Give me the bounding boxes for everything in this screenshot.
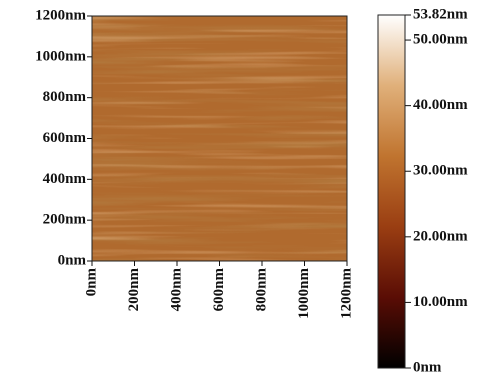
image-texture (92, 16, 347, 261)
x-tick-label: 0nm (83, 268, 99, 297)
x-tick-label: 400nm (168, 268, 184, 312)
y-tick-label: 200nm (43, 212, 87, 228)
x-tick-label: 200nm (126, 268, 142, 312)
colorbar-tick-label: 0nm (413, 359, 442, 375)
colorbar-tick-label: 50.00nm (413, 31, 468, 47)
x-tick-label: 1200nm (338, 268, 354, 319)
y-tick-label: 0nm (58, 252, 87, 268)
x-tick-label: 800nm (253, 268, 269, 312)
figure: 0nm 200nm 400nm 600nm 800nm 1000nm 1200nm 0nm 20… (0, 0, 500, 383)
x-tick-label: 1000nm (296, 268, 312, 319)
y-tick-label: 400nm (43, 171, 87, 187)
y-tick-label: 1000nm (35, 48, 86, 64)
colorbar-tick-label: 20.00nm (413, 228, 468, 244)
y-tick-label: 600nm (43, 130, 87, 146)
colorbar (378, 15, 405, 368)
colorbar-tick-label: 10.00nm (413, 294, 468, 310)
colorbar-tick-label: 30.00nm (413, 163, 468, 179)
x-tick-label: 600nm (211, 268, 227, 312)
y-tick-label: 1200nm (35, 7, 86, 23)
colorbar-tick-label: 40.00nm (413, 97, 468, 113)
colorbar-tick-label: 53.82nm (413, 6, 468, 22)
y-tick-label: 800nm (43, 89, 87, 105)
